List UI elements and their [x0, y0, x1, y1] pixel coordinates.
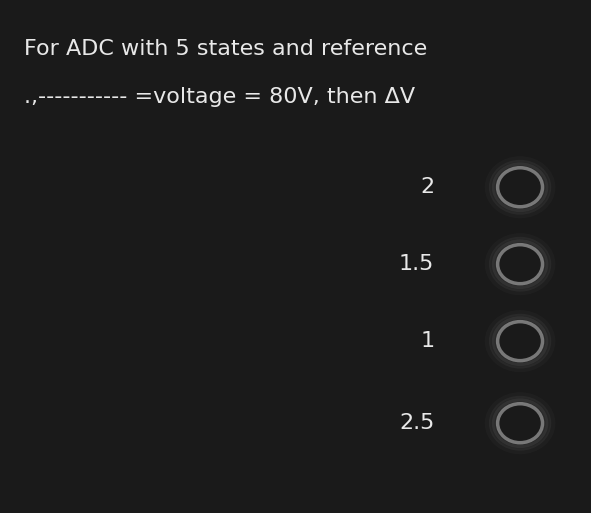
Text: 2.5: 2.5 [399, 413, 434, 433]
Text: 1: 1 [420, 331, 434, 351]
Text: .,----------- =voltage = 80V, then ΔV: .,----------- =voltage = 80V, then ΔV [24, 88, 415, 107]
Text: 2: 2 [420, 177, 434, 197]
Text: For ADC with 5 states and reference: For ADC with 5 states and reference [24, 39, 427, 58]
Text: 1.5: 1.5 [399, 254, 434, 274]
